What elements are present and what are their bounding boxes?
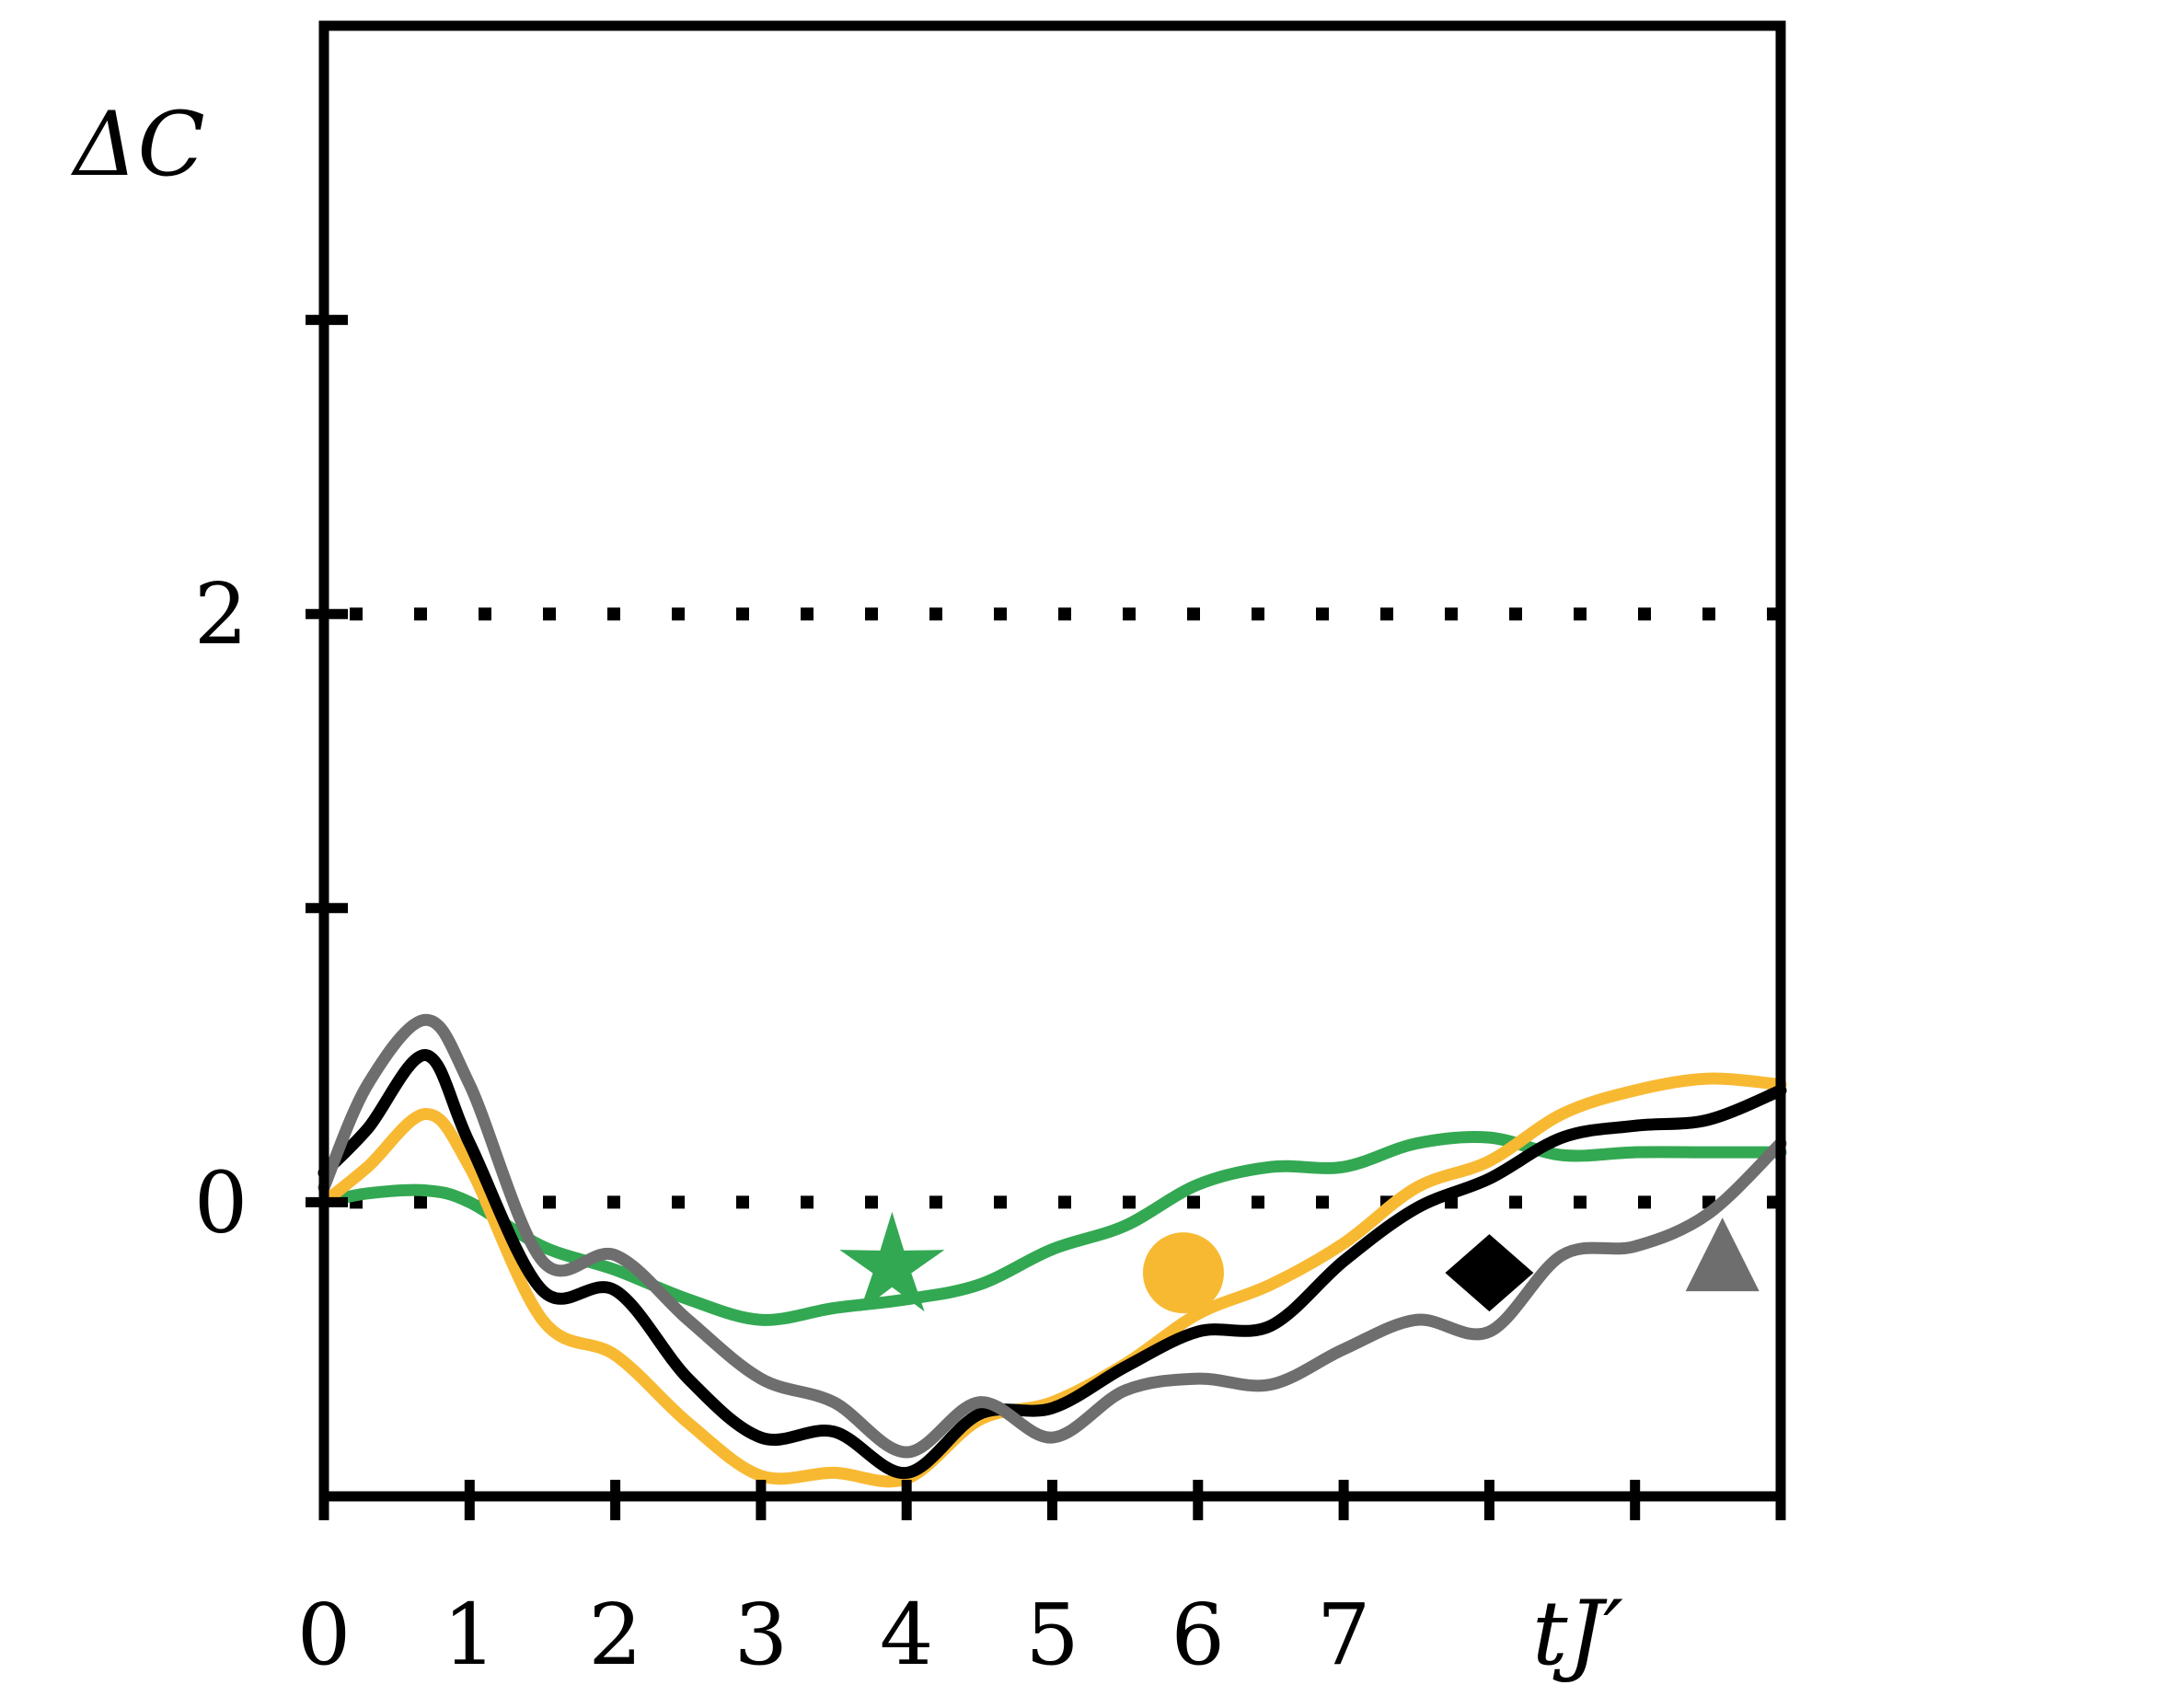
marker-triangle-4 <box>1685 1218 1760 1292</box>
series-line-3 <box>317 1049 1787 1479</box>
x-tick-label-3: 3 <box>734 1586 789 1684</box>
x-axis-title: tJ′ <box>1532 1582 1623 1685</box>
series-layer <box>317 1013 1787 1488</box>
marker-diamond-3 <box>1445 1234 1534 1312</box>
x-tick-label-6: 6 <box>1171 1586 1226 1684</box>
marker-star-1 <box>839 1211 945 1312</box>
labels-layer: 0 1 2 3 4 5 6 702 <box>194 565 1371 1684</box>
x-tick-label-2: 2 <box>588 1586 642 1684</box>
y-tick-label-2: 2 <box>194 565 248 664</box>
ticks-layer <box>306 315 1786 1520</box>
series-line-4 <box>317 1013 1787 1459</box>
x-tick-label-5: 5 <box>1025 1586 1079 1684</box>
x-tick-label-1: 1 <box>443 1586 497 1684</box>
x-tick-label-4: 4 <box>880 1586 934 1684</box>
x-tick-label-7: 7 <box>1317 1586 1371 1684</box>
markers-layer <box>839 1211 1760 1314</box>
y-axis-title: ΔC <box>70 93 205 196</box>
x-tick-label-0: 0 <box>297 1586 352 1684</box>
marker-circle-2 <box>1142 1232 1224 1314</box>
y-tick-label-0: 0 <box>194 1153 248 1252</box>
